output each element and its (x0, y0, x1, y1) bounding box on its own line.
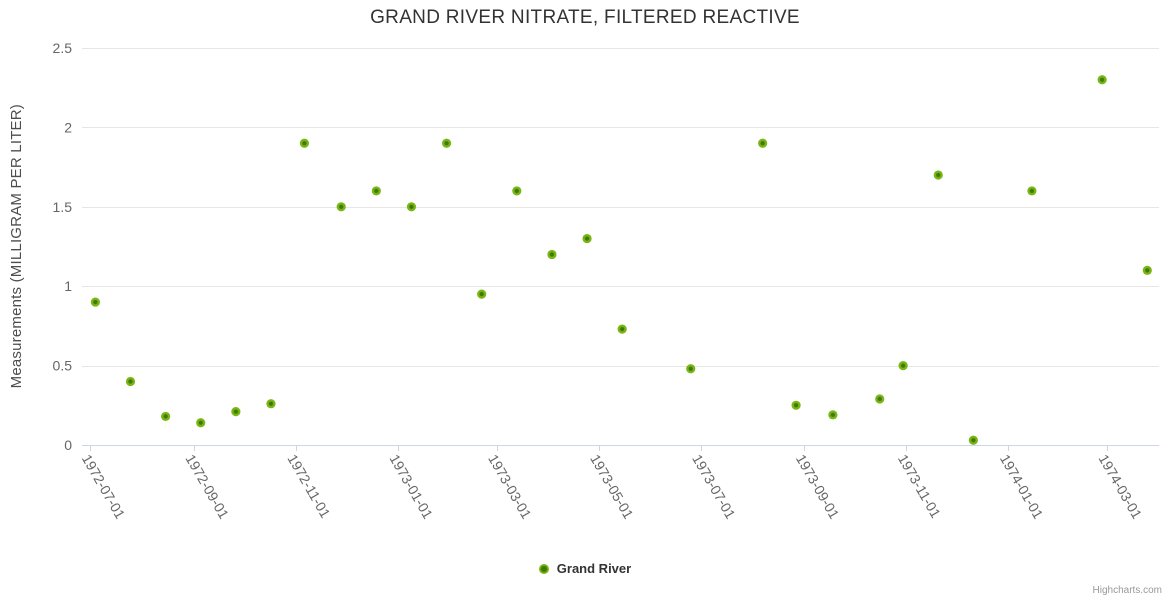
data-point[interactable] (968, 435, 978, 445)
x-axis-tick-label: 1972-09-01 (182, 452, 232, 522)
x-axis-tick-label: 1972-11-01 (284, 452, 333, 521)
data-point[interactable] (898, 361, 908, 371)
legend-marker-icon (538, 563, 549, 574)
legend-label: Grand River (556, 561, 632, 576)
y-axis-tick-label: 1.5 (53, 199, 73, 215)
data-point[interactable] (336, 202, 346, 212)
data-point[interactable] (1027, 186, 1037, 196)
data-point[interactable] (371, 186, 381, 196)
data-point[interactable] (547, 249, 557, 260)
data-point[interactable] (161, 411, 171, 422)
x-axis-tick-label: 1974-03-01 (1096, 452, 1146, 522)
y-axis-tick-label: 2.5 (53, 40, 73, 56)
x-axis-tick-label: 1973-07-01 (689, 452, 739, 522)
data-point[interactable] (266, 399, 276, 409)
chart-title: GRAND RIVER NITRATE, FILTERED REACTIVE (370, 7, 800, 28)
y-axis-tick-label: 1 (64, 278, 72, 294)
highcharts-credits-link[interactable]: Highcharts.com (1092, 585, 1162, 596)
data-point[interactable] (477, 289, 487, 299)
data-point[interactable] (512, 186, 522, 196)
x-axis-tick-label: 1973-11-01 (895, 452, 944, 521)
x-axis-tick-label: 1974-01-01 (997, 452, 1047, 522)
x-axis-tick-label: 1973-01-01 (386, 452, 436, 522)
x-axis-tick-label: 1973-05-01 (587, 452, 637, 522)
data-point[interactable] (1097, 75, 1107, 85)
x-axis-tick-label: 1972-07-01 (79, 452, 129, 522)
data-point[interactable] (617, 324, 627, 334)
data-point[interactable] (299, 138, 310, 148)
data-point[interactable] (90, 297, 100, 307)
data-point[interactable] (791, 400, 801, 410)
legend-item-grand-river[interactable]: Grand River (0, 561, 1170, 576)
data-point[interactable] (125, 376, 136, 387)
y-axis-tick-label: 2 (64, 119, 72, 135)
data-point[interactable] (875, 394, 885, 404)
x-axis-tick-label: 1973-09-01 (793, 452, 843, 522)
data-point[interactable] (231, 407, 241, 417)
data-point[interactable] (196, 418, 206, 428)
data-point[interactable] (933, 170, 943, 180)
data-point[interactable] (686, 364, 696, 374)
data-point[interactable] (406, 202, 417, 212)
data-point[interactable] (582, 233, 592, 244)
y-axis-tick-label: 0 (64, 437, 72, 453)
y-axis-tick-label: 0.5 (53, 358, 73, 374)
x-axis-tick-label: 1973-03-01 (485, 452, 535, 522)
data-point[interactable] (1142, 265, 1152, 275)
data-point[interactable] (828, 410, 838, 420)
data-point[interactable] (441, 138, 452, 148)
data-point[interactable] (758, 138, 768, 148)
